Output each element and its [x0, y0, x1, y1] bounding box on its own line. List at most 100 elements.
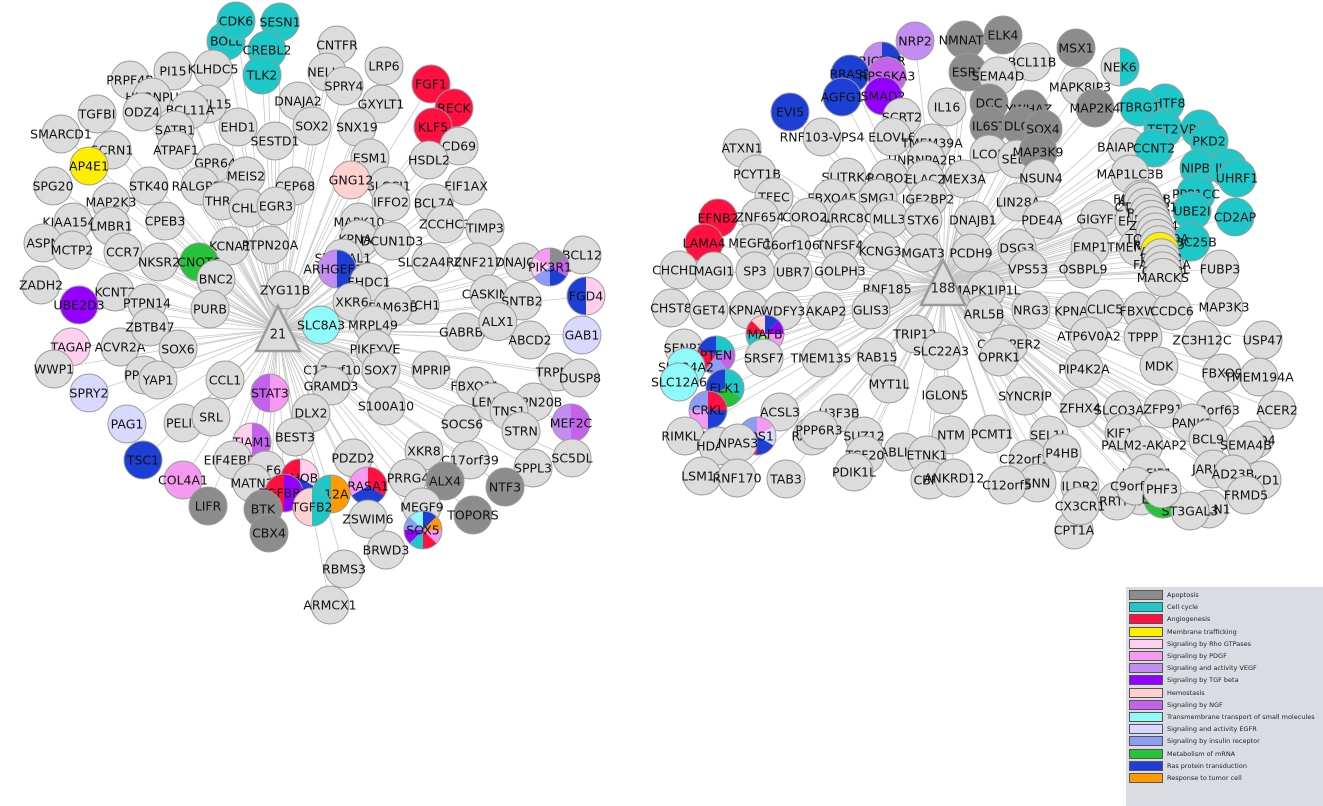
gene-node[interactable]: SOX2: [292, 106, 332, 146]
gene-node[interactable]: SESTD1: [251, 121, 300, 161]
gene-node[interactable]: MCTP2: [51, 230, 94, 270]
gene-node[interactable]: SOX5: [403, 510, 443, 550]
gene-node[interactable]: ASPN: [23, 223, 63, 263]
gene-node[interactable]: BEST3: [275, 417, 315, 457]
gene-node[interactable]: SEMA4B: [1220, 425, 1272, 465]
gene-node[interactable]: VPS53: [1008, 249, 1048, 289]
gene-node[interactable]: SNN: [1017, 463, 1057, 503]
gene-node[interactable]: EHD1: [218, 107, 258, 147]
gene-node[interactable]: MGAT3: [901, 233, 945, 273]
gene-node[interactable]: SOX7: [361, 350, 401, 390]
gene-node[interactable]: OSBPL9: [1059, 249, 1108, 289]
gene-node[interactable]: NMNAT3: [939, 20, 992, 60]
gene-node[interactable]: EVI5: [770, 92, 810, 132]
gene-node[interactable]: DCUN1D3: [361, 221, 423, 261]
gene-node[interactable]: SLC12A6: [651, 362, 707, 402]
gene-node[interactable]: SPRY4: [324, 66, 364, 106]
gene-node[interactable]: MEF2C: [550, 403, 593, 443]
gene-node[interactable]: PI15: [153, 51, 193, 91]
gene-node[interactable]: FRMD5: [1224, 475, 1268, 515]
gene-node[interactable]: PPP6R3: [795, 410, 843, 450]
gene-node[interactable]: CX3CR1: [1055, 486, 1106, 526]
gene-node[interactable]: ODZ4: [122, 92, 162, 132]
gene-node[interactable]: MARCKS: [1137, 257, 1189, 297]
gene-node[interactable]: TMEM135: [790, 338, 852, 378]
gene-node[interactable]: TGFBI: [77, 94, 117, 134]
gene-node[interactable]: ESR1: [948, 52, 988, 92]
gene-node[interactable]: PURB: [190, 289, 230, 329]
gene-node[interactable]: UBR7: [773, 252, 813, 292]
gene-node[interactable]: PDIK1L: [832, 452, 876, 492]
gene-node[interactable]: MDK: [1139, 346, 1179, 386]
gene-node[interactable]: ARL5B: [964, 294, 1005, 334]
gene-node[interactable]: ATP6V0A2: [1057, 316, 1121, 356]
gene-node[interactable]: IGLON5: [921, 375, 969, 415]
gene-node[interactable]: SC5DL: [551, 438, 593, 478]
gene-node[interactable]: TAB3: [766, 459, 806, 499]
gene-node[interactable]: ST3GAL3: [1162, 491, 1219, 531]
gene-node[interactable]: AP4E1: [69, 146, 109, 186]
gene-node[interactable]: CRKL: [688, 390, 728, 430]
hub-node[interactable]: 188: [918, 257, 968, 307]
gene-node[interactable]: IL16: [927, 87, 967, 127]
gene-node[interactable]: P4HB: [1042, 433, 1082, 473]
gene-node[interactable]: PDE4A: [1021, 200, 1063, 240]
gene-node[interactable]: CPEB3: [145, 201, 186, 241]
gene-node[interactable]: ZADH2: [19, 265, 63, 305]
gene-node[interactable]: MSX1: [1056, 28, 1096, 68]
gene-node[interactable]: BRWD3: [363, 530, 410, 570]
gene-node[interactable]: CORO2A: [782, 197, 836, 237]
gene-node[interactable]: PIK3R1: [528, 247, 572, 287]
gene-node[interactable]: TIMP3: [465, 208, 505, 248]
gene-node[interactable]: ZBTB47: [125, 307, 175, 347]
gene-node[interactable]: FGF1: [411, 64, 451, 104]
gene-node[interactable]: CHL1: [228, 188, 268, 228]
gene-node[interactable]: PHF3: [1142, 469, 1182, 509]
gene-node[interactable]: LIFR: [188, 486, 228, 526]
gene-node[interactable]: ELK4: [983, 15, 1023, 55]
gene-node[interactable]: ZSWIM6: [342, 499, 394, 539]
gene-node[interactable]: KLHDC5: [188, 49, 239, 89]
gene-node[interactable]: ABCD2: [508, 320, 552, 360]
gene-node[interactable]: SLC2A4RG: [398, 242, 464, 282]
gene-node[interactable]: SPRY2: [69, 373, 109, 413]
gene-node[interactable]: SOX6: [158, 329, 198, 369]
gene-node[interactable]: AGFG1: [821, 77, 864, 117]
gene-node[interactable]: UHRF1: [1216, 158, 1258, 198]
gene-node[interactable]: NRG3: [1011, 290, 1051, 330]
gene-node[interactable]: TLK2: [242, 55, 282, 95]
gene-node[interactable]: ACVR2A: [95, 327, 146, 367]
gene-node[interactable]: SLC8A3: [297, 305, 345, 345]
gene-node[interactable]: KCNT2: [94, 272, 136, 312]
gene-node[interactable]: ZFHX4: [1059, 388, 1101, 428]
gene-node[interactable]: NTM: [931, 415, 971, 455]
gene-node[interactable]: BCL12: [562, 235, 602, 275]
gene-node[interactable]: CDK6: [216, 1, 256, 41]
gene-node[interactable]: STK40: [129, 166, 169, 206]
gene-node[interactable]: BNC2: [196, 259, 236, 299]
gene-node[interactable]: NKSR2: [138, 242, 180, 282]
gene-node[interactable]: NTF3: [485, 467, 525, 507]
gene-node[interactable]: CHST8: [650, 288, 692, 328]
gene-node[interactable]: MEIS2: [226, 156, 266, 196]
gene-node[interactable]: SRL: [191, 397, 231, 437]
gene-node[interactable]: S100A10: [358, 386, 414, 426]
gene-node[interactable]: BCL11B: [1008, 42, 1057, 82]
gene-node[interactable]: EGR3: [256, 186, 296, 226]
gene-node[interactable]: MAGI1: [694, 251, 734, 291]
gene-node[interactable]: RBMS3: [322, 549, 366, 589]
gene-node[interactable]: WWP1: [34, 349, 74, 389]
gene-node[interactable]: NPAS3: [718, 423, 759, 463]
gene-node[interactable]: SP3: [735, 251, 775, 291]
gene-node[interactable]: ALX1: [478, 302, 518, 342]
gene-node[interactable]: EIF1AX: [444, 166, 488, 206]
gene-node[interactable]: DNAJB1: [949, 200, 997, 240]
gene-node[interactable]: GOLPH3: [814, 251, 866, 291]
gene-node[interactable]: LSM12: [681, 456, 723, 496]
gene-node[interactable]: NEK6: [1100, 47, 1140, 87]
gene-node[interactable]: RIMKLA: [661, 416, 709, 456]
gene-node[interactable]: FUBP3: [1200, 249, 1240, 289]
gene-node[interactable]: GLIS3: [851, 290, 891, 330]
gene-node[interactable]: MAP3K3: [1199, 287, 1250, 327]
gene-node[interactable]: KIAA1549: [42, 202, 104, 242]
